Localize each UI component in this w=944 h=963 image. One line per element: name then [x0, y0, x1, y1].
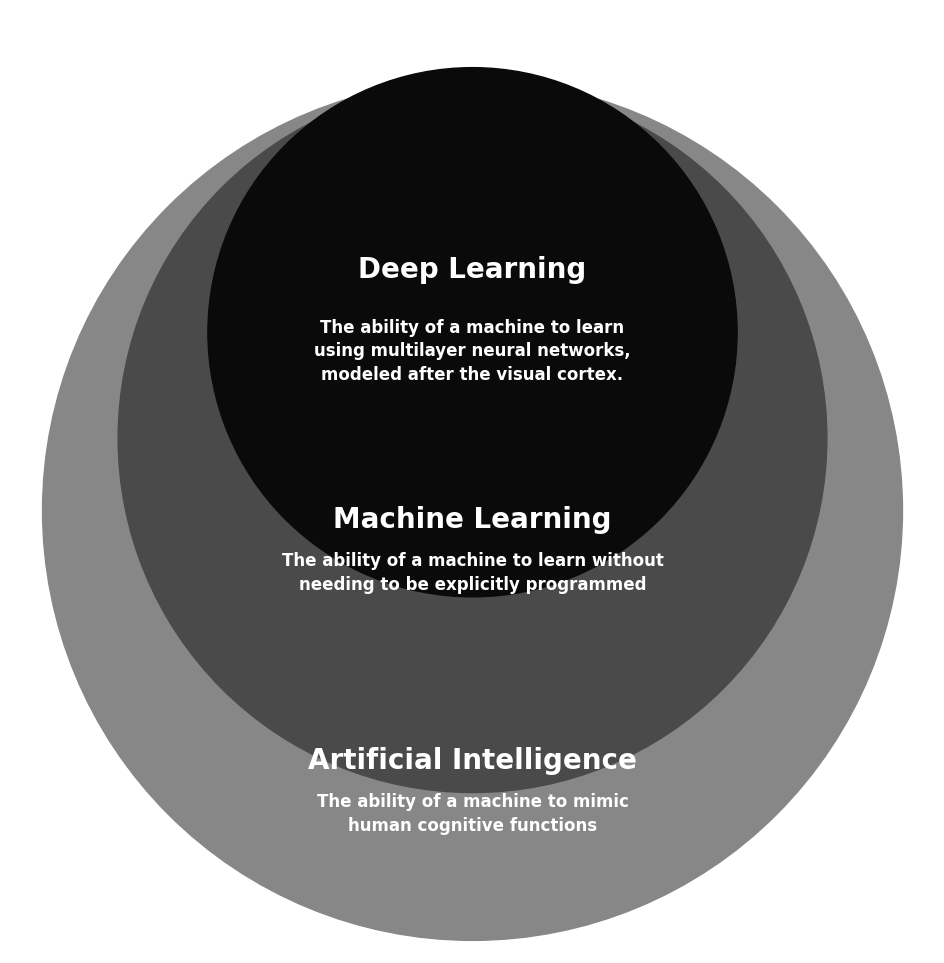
Circle shape	[208, 67, 736, 597]
Text: Machine Learning: Machine Learning	[333, 506, 611, 534]
Text: The ability of a machine to mimic
human cognitive functions: The ability of a machine to mimic human …	[316, 793, 628, 835]
Text: Deep Learning: Deep Learning	[358, 255, 586, 284]
Text: Artificial Intelligence: Artificial Intelligence	[308, 746, 636, 775]
Circle shape	[42, 81, 902, 940]
Circle shape	[118, 84, 826, 793]
Text: The ability of a machine to learn
using multilayer neural networks,
modeled afte: The ability of a machine to learn using …	[313, 319, 631, 384]
Text: The ability of a machine to learn without
needing to be explicitly programmed: The ability of a machine to learn withou…	[281, 552, 663, 594]
